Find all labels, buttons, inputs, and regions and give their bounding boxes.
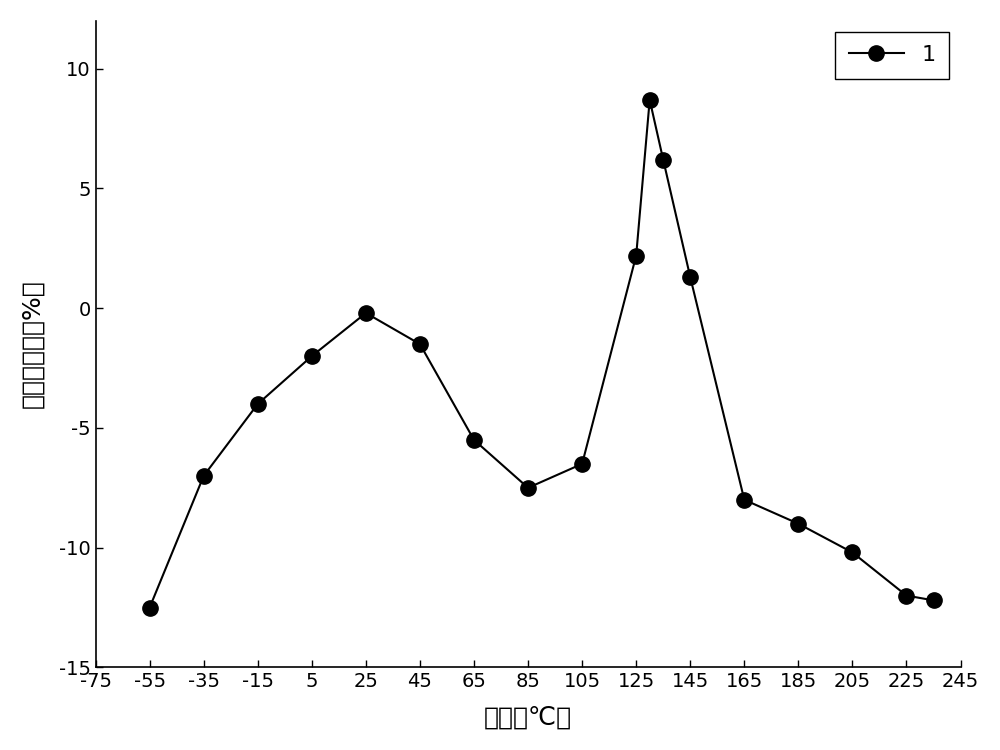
1 — [684, 272, 696, 281]
1 — [792, 519, 804, 528]
1 — [306, 352, 318, 361]
1 — [468, 436, 480, 445]
1 — [576, 459, 588, 468]
Y-axis label: 温度变化率（%）: 温度变化率（%） — [21, 280, 45, 409]
1 — [738, 495, 750, 504]
1 — [144, 603, 156, 612]
1 — [630, 251, 642, 260]
1 — [414, 340, 426, 349]
1 — [644, 95, 656, 104]
1 — [360, 308, 372, 317]
1 — [900, 591, 912, 600]
1 — [928, 596, 940, 604]
1 — [252, 400, 264, 409]
1 — [846, 548, 858, 557]
1 — [522, 483, 534, 492]
Line: 1: 1 — [142, 92, 941, 615]
1 — [198, 471, 210, 480]
1 — [657, 155, 669, 164]
X-axis label: 温度（℃）: 温度（℃） — [484, 705, 572, 729]
Legend: 1: 1 — [835, 32, 949, 79]
